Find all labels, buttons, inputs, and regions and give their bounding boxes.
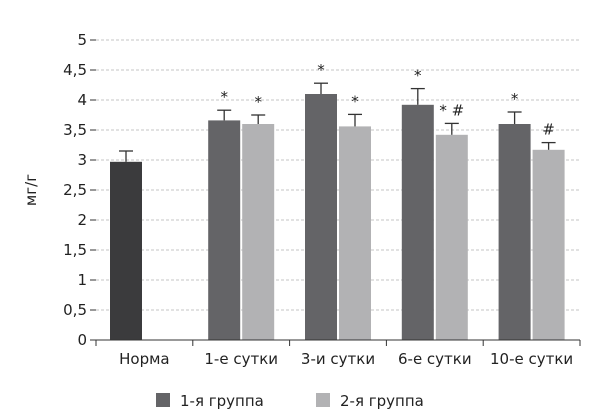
- bar-1: [401, 104, 434, 340]
- y-tick-label: 3,5: [63, 121, 87, 139]
- y-axis-label: мг/г: [22, 174, 40, 206]
- significance-mark: *: [220, 88, 228, 106]
- legend-label: 1-я группа: [180, 392, 264, 410]
- bar-2: [435, 134, 468, 340]
- legend-label: 2-я группа: [340, 392, 424, 410]
- y-tick-label: 0: [77, 331, 87, 349]
- significance-mark: *: [317, 61, 325, 79]
- x-category-label: 1-е сутки: [204, 350, 278, 368]
- significance-mark: *: [414, 67, 422, 85]
- x-category-label: 3-и сутки: [301, 350, 375, 368]
- y-tick-label: 0,5: [63, 301, 87, 319]
- x-category-label: 6-е сутки: [398, 350, 472, 368]
- legend: 1-я группа 2-я группа: [156, 392, 424, 410]
- significance-mark: *: [511, 90, 519, 108]
- x-category-label: Норма: [119, 350, 170, 368]
- bars: * * * * * * # * #: [110, 61, 565, 341]
- y-tick-label: 4,5: [63, 61, 87, 79]
- bar-1: [498, 124, 531, 340]
- significance-mark: *: [351, 92, 359, 110]
- y-tick-label: 2: [77, 211, 87, 229]
- bar-2: [532, 149, 565, 340]
- bar-2: [339, 126, 371, 341]
- legend-swatch: [156, 393, 170, 407]
- legend-swatch: [316, 393, 330, 407]
- y-tick-label: 2,5: [63, 181, 87, 199]
- bar-2: [242, 124, 275, 340]
- grid: [96, 39, 580, 311]
- significance-mark: *: [254, 93, 262, 111]
- significance-mark: #: [542, 121, 555, 139]
- bar-norm: [110, 161, 142, 340]
- y-tick-label: 5: [77, 31, 87, 49]
- bar-1: [305, 94, 337, 340]
- y-tick-label: 1: [77, 271, 87, 289]
- y-axis-ticks: 0 0,5 1 1,5 2 2,5 3 3,5 4 4,5 5: [63, 31, 96, 349]
- y-tick-label: 1,5: [63, 241, 87, 259]
- bar-1: [208, 120, 241, 341]
- y-tick-label: 4: [77, 91, 87, 109]
- x-category-label: 10-е сутки: [490, 350, 573, 368]
- y-tick-label: 3: [77, 151, 87, 169]
- x-axis-labels: Норма 1-е сутки 3-и сутки 6-е сутки 10-е сут…: [95, 340, 581, 368]
- significance-mark: * #: [439, 101, 464, 119]
